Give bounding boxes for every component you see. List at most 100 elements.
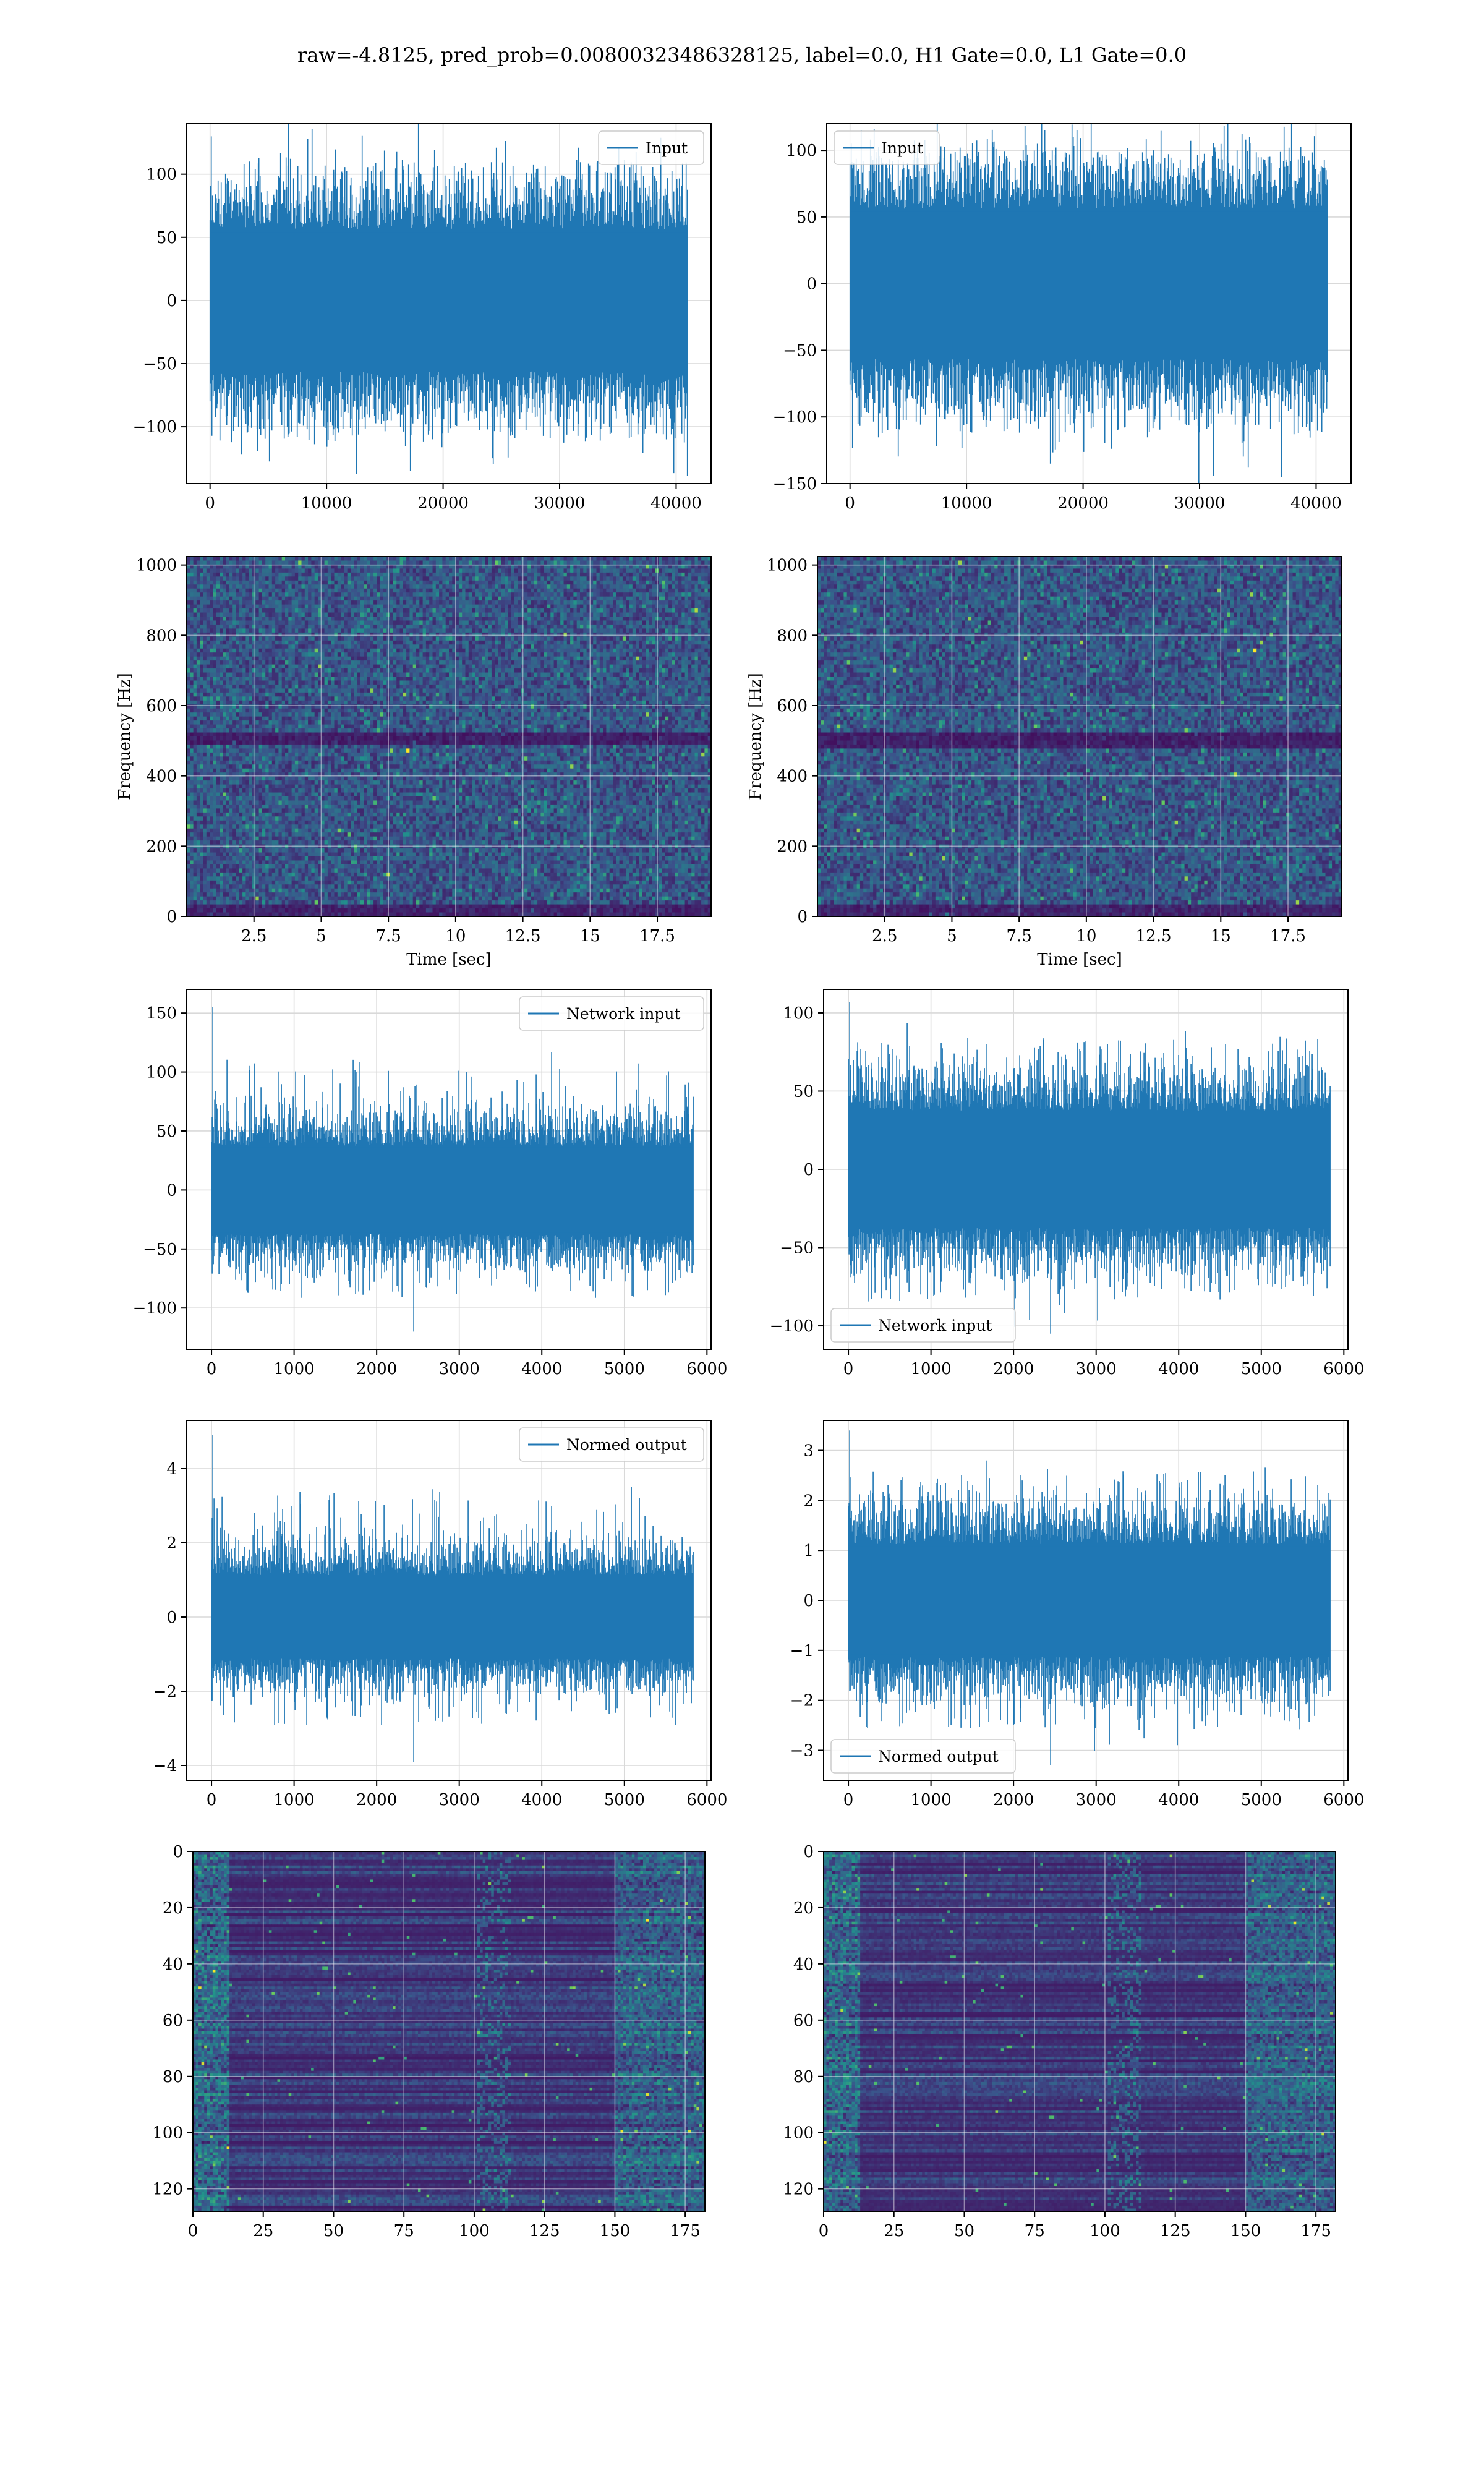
legend: Input <box>834 131 939 164</box>
series-band <box>213 1148 692 1232</box>
y-tick-label: 150 <box>146 1004 177 1023</box>
x-tick-label: 0 <box>843 1360 854 1378</box>
x-tick-label: 0 <box>843 1791 854 1809</box>
y-tick-label: 40 <box>163 1955 183 1974</box>
legend-label: Input <box>646 139 688 157</box>
x-tick-label: 4000 <box>521 1791 562 1809</box>
x-tick-label: 6000 <box>686 1360 727 1378</box>
y-tick-label: 0 <box>166 908 177 926</box>
y-tick-label: 0 <box>173 1843 183 1861</box>
y-tick-label: 120 <box>152 2180 183 2199</box>
y-tick-label: −4 <box>153 1757 177 1775</box>
series-band <box>850 1113 1329 1226</box>
x-tick-label: 17.5 <box>1270 927 1306 946</box>
y-tick-label: −1 <box>790 1642 814 1660</box>
y-tick-label: 80 <box>163 2068 183 2086</box>
series-band <box>213 1577 692 1657</box>
x-tick-label: 15 <box>580 927 600 946</box>
x-tick-label: 20000 <box>1057 494 1109 513</box>
x-tick-label: 5000 <box>1241 1360 1282 1378</box>
x-tick-label: 20000 <box>417 494 469 513</box>
x-tick-label: 10000 <box>941 494 992 513</box>
y-tick-label: 800 <box>777 626 808 645</box>
series-band <box>851 211 1326 356</box>
y-tick-label: 50 <box>156 1122 177 1141</box>
heatmap-cells <box>817 557 1342 917</box>
plot-area <box>193 1851 706 2212</box>
y-tick-label: 80 <box>793 2068 814 2086</box>
y-tick-label: −50 <box>783 341 817 360</box>
x-tick-label: 3000 <box>1076 1360 1117 1378</box>
y-tick-label: 400 <box>777 767 808 786</box>
x-tick-label: 40000 <box>650 494 702 513</box>
x-tick-label: 175 <box>670 2222 701 2240</box>
y-tick-label: 100 <box>783 2124 814 2143</box>
x-tick-label: 15 <box>1211 927 1231 946</box>
x-tick-label: 2.5 <box>241 927 267 946</box>
y-tick-label: 800 <box>146 626 177 645</box>
y-tick-label: −2 <box>790 1692 814 1710</box>
x-tick-label: 0 <box>845 494 855 513</box>
y-tick-label: 200 <box>146 837 177 856</box>
y-tick-label: 60 <box>793 2012 814 2030</box>
y-tick-label: 40 <box>793 1955 814 1974</box>
x-tick-label: 3000 <box>439 1360 480 1378</box>
y-tick-label: −3 <box>790 1742 814 1761</box>
x-tick-label: 75 <box>1025 2222 1045 2240</box>
y-tick-label: 120 <box>783 2180 814 2199</box>
legend-label: Network input <box>566 1005 680 1023</box>
y-tick-label: 0 <box>806 275 817 294</box>
y-tick-label: −150 <box>773 475 817 493</box>
x-tick-label: 40000 <box>1290 494 1342 513</box>
legend-label: Normed output <box>878 1748 999 1765</box>
legend: Network input <box>831 1308 1015 1342</box>
x-tick-label: 7.5 <box>375 927 401 946</box>
x-tick-label: 7.5 <box>1006 927 1031 946</box>
heatmap-cells <box>187 557 712 917</box>
y-tick-label: 60 <box>163 2012 183 2030</box>
x-tick-label: 5000 <box>604 1360 645 1378</box>
y-tick-label: 2 <box>166 1534 177 1553</box>
y-tick-label: 1000 <box>136 557 177 575</box>
x-tick-label: 30000 <box>1174 494 1226 513</box>
x-tick-label: 150 <box>600 2222 631 2240</box>
x-tick-label: 1000 <box>274 1791 315 1809</box>
x-tick-label: 3000 <box>439 1791 480 1809</box>
plot-area <box>187 557 712 917</box>
y-tick-label: −100 <box>133 418 177 437</box>
x-tick-label: 2000 <box>356 1791 397 1809</box>
x-tick-label: 0 <box>188 2222 198 2240</box>
x-tick-label: 4000 <box>1158 1360 1199 1378</box>
y-tick-label: 600 <box>777 697 808 715</box>
y-tick-label: −100 <box>773 408 817 427</box>
x-tick-label: 30000 <box>534 494 586 513</box>
y-tick-label: −100 <box>770 1317 814 1336</box>
x-tick-label: 100 <box>459 2222 490 2240</box>
y-tick-label: 0 <box>803 1161 814 1179</box>
plot-area <box>824 1851 1336 2212</box>
y-tick-label: 0 <box>797 908 808 926</box>
y-tick-label: 0 <box>803 1592 814 1610</box>
y-tick-label: 3 <box>803 1442 814 1461</box>
y-tick-label: 0 <box>166 1608 177 1627</box>
x-tick-label: 150 <box>1230 2222 1261 2240</box>
plot-area <box>824 989 1348 1349</box>
y-tick-label: 100 <box>783 1004 814 1023</box>
x-tick-label: 2.5 <box>872 927 897 946</box>
x-tick-label: 1000 <box>274 1360 315 1378</box>
y-tick-label: 4 <box>166 1460 177 1479</box>
y-tick-label: −50 <box>143 355 177 374</box>
x-tick-label: 50 <box>954 2222 974 2240</box>
y-tick-label: 0 <box>166 292 177 310</box>
legend: Network input <box>519 997 704 1030</box>
y-tick-label: 0 <box>166 1181 177 1200</box>
x-tick-label: 175 <box>1300 2222 1331 2240</box>
